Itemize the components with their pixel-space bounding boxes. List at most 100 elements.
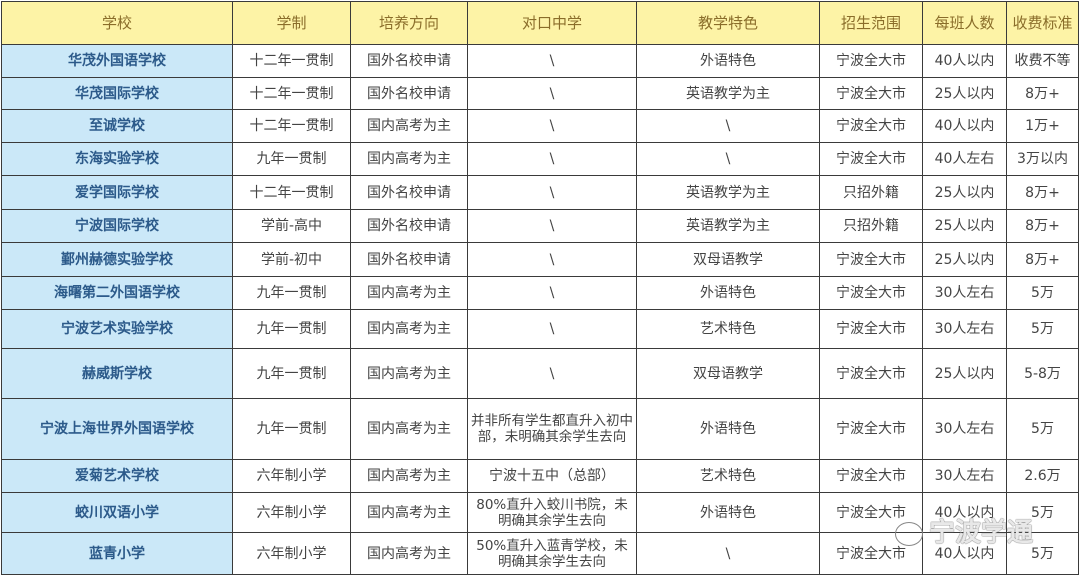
table-cell: 25人以内 [922,242,1007,277]
school-name-cell: 宁波上海世界外国语学校 [1,398,233,460]
table-cell: 十二年一贯制 [232,109,351,143]
table-cell: 国内高考为主 [350,142,468,176]
table-cell: 并非所有学生都直升入初中部，未明确其余学生去向 [467,398,637,460]
table-cell: 六年制小学 [232,459,351,493]
table-cell: 40人以内 [922,532,1007,575]
table-cell: 5万 [1006,398,1079,460]
table-cell: \ [636,109,820,143]
table-cell: 3万以内 [1006,142,1079,176]
table-cell: 十二年一贯制 [232,44,351,78]
table-cell: 国外名校申请 [350,44,468,78]
table-row: 海曙第二外国语学校 九年一贯制 国内高考为主 \ 外语特色 宁波全大市 30人左右 5万 [1,276,1079,310]
table-cell: 九年一贯制 [232,276,351,310]
table-cell: 40人以内 [922,109,1007,143]
watermark: 宁波学通 [895,512,1033,549]
school-name-cell: 爱菊艺术学校 [1,459,233,493]
column-header: 培养方向 [350,1,468,45]
wechat-icon [895,521,923,546]
table-row: 宁波艺术实验学校 九年一贯制 国内高考为主 \ 艺术特色 宁波全大市 30人左右 5万 [1,309,1079,349]
table-row: 爱菊艺术学校 六年制小学 国内高考为主 宁波十五中（总部） 艺术特色 宁波全大市 30人左右… [1,459,1079,493]
table-cell: 只招外籍 [819,175,923,210]
table-cell: 双母语教学 [636,348,820,399]
table-cell: 国内高考为主 [350,459,468,493]
table-cell: 40人左右 [922,142,1007,176]
header-row: 学校 学制 培养方向 对口中学 教学特色 招生范围 每班人数 收费标准 [1,1,1079,45]
table-cell: \ [467,44,637,78]
table-cell: \ [467,309,637,349]
table-cell: 英语教学为主 [636,77,820,110]
table-row: 华茂外国语学校 十二年一贯制 国外名校申请 \ 外语特色 宁波全大市 40人以内 收费不等 [1,44,1079,78]
table-cell: 十二年一贯制 [232,77,351,110]
table-cell: 六年制小学 [232,492,351,533]
table-cell: 学前-高中 [232,209,351,243]
table-row: 宁波国际学校 学前-高中 国外名校申请 \ 英语教学为主 只招外籍 25人以内 8万+ [1,209,1079,243]
table-cell: 九年一贯制 [232,142,351,176]
table-cell: 九年一贯制 [232,309,351,349]
school-name-cell: 海曙第二外国语学校 [1,276,233,310]
table-cell: 艺术特色 [636,309,820,349]
table-cell: 1万+ [1006,109,1079,143]
column-header: 教学特色 [636,1,820,45]
school-name-cell: 宁波国际学校 [1,209,233,243]
table-cell: 国内高考为主 [350,348,468,399]
table-row: 爱学国际学校 十二年一贯制 国外名校申请 \ 英语教学为主 只招外籍 25人以内 8万+ [1,175,1079,210]
table-cell: 30人左右 [922,398,1007,460]
table-cell: 宁波全大市 [819,309,923,349]
table-cell: 5万 [1006,309,1079,349]
table-cell: 8万+ [1006,175,1079,210]
school-name-cell: 至诚学校 [1,109,233,143]
table-cell: 国外名校申请 [350,242,468,277]
table-cell: \ [467,142,637,176]
table-cell: 艺术特色 [636,459,820,493]
table-row: 宁波上海世界外国语学校 九年一贯制 国内高考为主 并非所有学生都直升入初中部，未明确其… [1,398,1079,460]
table-cell: 25人以内 [922,175,1007,210]
table-cell: 十二年一贯制 [232,175,351,210]
table-cell: \ [636,532,820,575]
table-row: 至诚学校 十二年一贯制 国内高考为主 \ \ 宁波全大市 40人以内 1万+ [1,109,1079,143]
table-cell: 宁波全大市 [819,348,923,399]
column-header: 学校 [1,1,233,45]
school-name-cell: 宁波艺术实验学校 [1,309,233,349]
school-name-cell: 赫威斯学校 [1,348,233,399]
table-cell: 国内高考为主 [350,492,468,533]
table-cell: \ [467,77,637,110]
table-cell: 国内高考为主 [350,276,468,310]
table-cell: 40人以内 [922,492,1007,533]
table-cell: 40人以内 [922,44,1007,78]
table-cell: 九年一贯制 [232,348,351,399]
table-cell: 8万+ [1006,209,1079,243]
table-cell: 宁波全大市 [819,109,923,143]
school-name-cell: 鄞州赫德实验学校 [1,242,233,277]
table-cell: 国外名校申请 [350,175,468,210]
table-cell: 外语特色 [636,398,820,460]
table-cell: 宁波全大市 [819,398,923,460]
school-name-cell: 蓝青小学 [1,532,233,575]
table-cell: \ [467,242,637,277]
table-cell: 80%直升入蛟川书院，未明确其余学生去向 [467,492,637,533]
table-cell: 30人左右 [922,276,1007,310]
table-cell: 国内高考为主 [350,398,468,460]
table-cell: 国内高考为主 [350,532,468,575]
table-row: 东海实验学校 九年一贯制 国内高考为主 \ \ 宁波全大市 40人左右 3万以内 [1,142,1079,176]
table-row: 蓝青小学 六年制小学 国内高考为主 50%直升入蓝青学校，未明确其余学生去向 \ 宁波全大… [1,532,1079,575]
table-cell: 六年制小学 [232,532,351,575]
table-cell: 双母语教学 [636,242,820,277]
table-cell: \ [467,276,637,310]
table-cell: 8万+ [1006,242,1079,277]
column-header: 对口中学 [467,1,637,45]
table-cell: \ [467,209,637,243]
table-cell: 国内高考为主 [350,109,468,143]
table-cell: 5-8万 [1006,348,1079,399]
table-cell: 宁波全大市 [819,242,923,277]
table-cell: 2.6万 [1006,459,1079,493]
table-cell: 宁波全大市 [819,276,923,310]
column-header: 收费标准 [1006,1,1079,45]
table-row: 华茂国际学校 十二年一贯制 国外名校申请 \ 英语教学为主 宁波全大市 25人以内 8万+ [1,77,1079,110]
table-row: 赫威斯学校 九年一贯制 国内高考为主 \ 双母语教学 宁波全大市 25人以内 5-8万 [1,348,1079,399]
table-cell: 宁波十五中（总部） [467,459,637,493]
table-cell: \ [636,142,820,176]
table-cell: 宁波全大市 [819,142,923,176]
school-name-cell: 华茂外国语学校 [1,44,233,78]
table-cell: 外语特色 [636,492,820,533]
